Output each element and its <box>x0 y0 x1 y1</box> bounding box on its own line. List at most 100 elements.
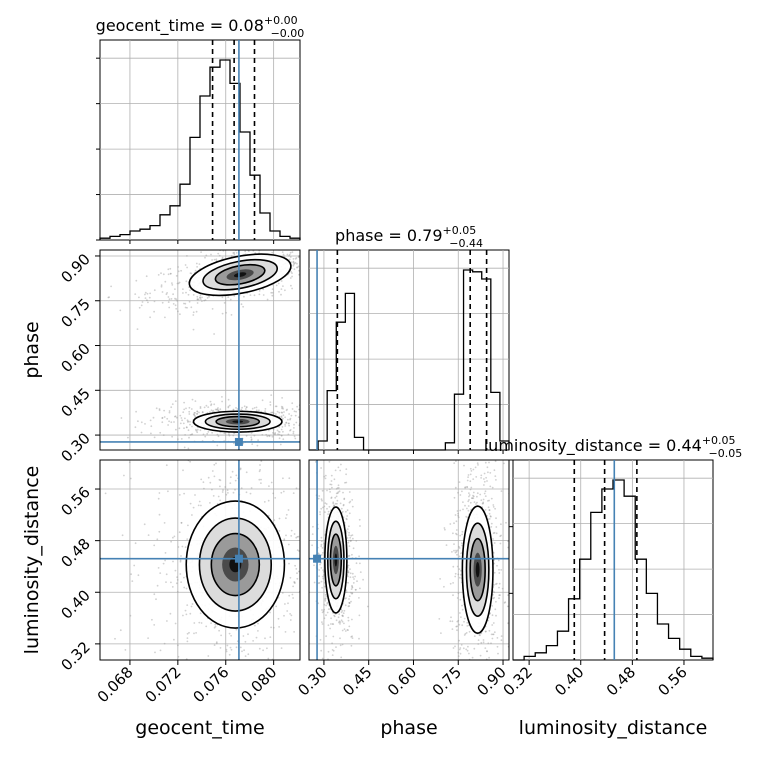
sample-point <box>239 467 242 470</box>
sample-point <box>494 460 497 463</box>
sample-point <box>459 700 461 702</box>
y-tick-label: 0.90 <box>57 250 93 286</box>
sample-point <box>183 586 186 589</box>
sample-point <box>280 491 283 494</box>
sample-point <box>161 421 164 424</box>
sample-point <box>198 263 201 265</box>
sample-point <box>238 688 240 690</box>
sample-point <box>320 536 323 539</box>
sample-point <box>136 328 139 330</box>
sample-point <box>249 492 252 495</box>
sample-point <box>463 617 466 620</box>
sample-point <box>224 486 227 488</box>
sample-point <box>235 474 238 477</box>
x-tick-label: 0.068 <box>94 663 137 706</box>
sample-point <box>157 567 160 569</box>
sample-point <box>311 533 314 535</box>
sample-point <box>449 620 452 623</box>
sample-point <box>332 232 334 234</box>
sample-point <box>192 328 195 331</box>
sample-point <box>493 571 496 574</box>
sample-point <box>464 632 467 635</box>
sample-point <box>269 611 271 614</box>
sample-point <box>486 650 488 653</box>
sample-point <box>352 537 354 540</box>
sample-point <box>313 564 315 567</box>
sample-point <box>145 275 148 278</box>
sample-point <box>268 434 270 437</box>
sample-point <box>458 545 460 548</box>
sample-point <box>270 291 273 294</box>
sample-point <box>228 404 231 407</box>
sample-point <box>158 408 161 410</box>
y-tick-label: 0.30 <box>57 429 93 465</box>
sample-point <box>177 655 180 658</box>
sample-point <box>290 270 292 273</box>
sample-point <box>163 522 166 524</box>
sample-point <box>456 625 458 628</box>
sample-point <box>240 408 243 411</box>
sample-point <box>217 409 220 412</box>
sample-point <box>472 468 475 471</box>
sample-point <box>243 295 245 298</box>
sample-point <box>128 461 131 464</box>
sample-point <box>295 257 298 259</box>
sample-point <box>325 497 327 499</box>
sample-point <box>261 399 264 402</box>
sample-point <box>241 650 243 653</box>
sample-point <box>269 247 271 249</box>
sample-point <box>286 253 289 256</box>
sample-point <box>167 273 170 276</box>
sample-point <box>482 639 485 641</box>
sample-point <box>301 269 303 271</box>
truth-marker <box>313 554 322 563</box>
sample-point <box>215 462 217 465</box>
sample-point <box>275 284 278 287</box>
sample-point <box>183 401 186 404</box>
sample-point <box>455 532 457 535</box>
sample-point <box>186 637 189 639</box>
sample-point <box>143 523 146 526</box>
sample-point <box>171 425 173 427</box>
sample-point <box>146 299 148 301</box>
sample-point <box>164 552 167 554</box>
sample-point <box>149 316 152 319</box>
sample-point <box>319 563 321 566</box>
sample-point <box>463 464 465 467</box>
panel-content <box>100 232 334 450</box>
sample-point <box>339 644 342 647</box>
sample-point <box>341 510 344 513</box>
sample-point <box>258 290 261 292</box>
sample-point <box>177 644 179 647</box>
x-tick-label: 0.56 <box>654 663 690 699</box>
sample-point <box>317 582 320 585</box>
sample-point <box>349 540 352 542</box>
sample-point <box>477 452 479 454</box>
sample-point <box>213 626 216 629</box>
sample-point <box>304 421 306 423</box>
sample-point <box>461 608 464 611</box>
sample-point <box>330 483 333 486</box>
sample-point <box>278 626 280 628</box>
sample-point <box>174 400 177 402</box>
sample-point <box>202 481 205 484</box>
sample-point <box>487 500 489 502</box>
sample-point <box>302 587 304 589</box>
sample-point <box>271 294 274 297</box>
sample-point <box>157 274 160 276</box>
sample-point <box>289 429 292 431</box>
sample-point <box>456 533 458 536</box>
sample-point <box>467 505 470 507</box>
sample-point <box>476 495 478 498</box>
sample-point <box>324 599 327 602</box>
sample-point <box>283 539 285 542</box>
sample-point <box>343 497 346 500</box>
sample-point <box>155 663 157 665</box>
sample-point <box>462 647 465 650</box>
sample-point <box>466 486 469 489</box>
sample-point <box>327 513 329 515</box>
sample-point <box>324 593 327 596</box>
truth-marker <box>234 554 243 563</box>
sample-point <box>491 624 494 626</box>
sample-point <box>351 637 354 639</box>
